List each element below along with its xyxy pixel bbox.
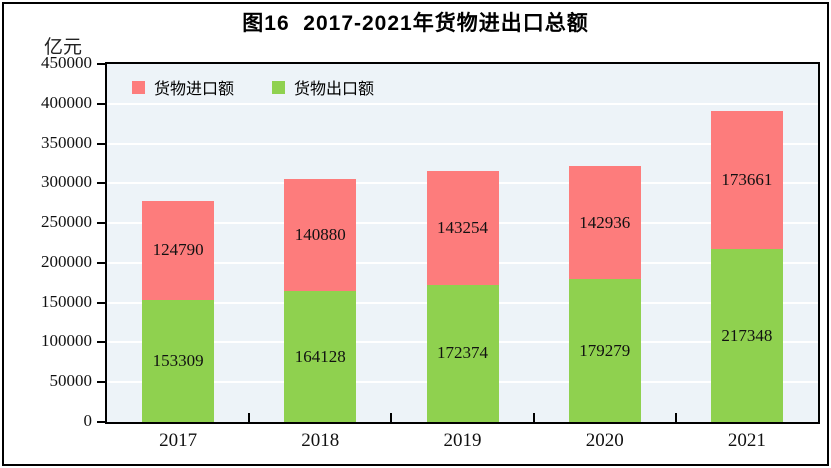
bar-value-import-2017: 124790: [152, 240, 204, 260]
bar-segment-export-2019: 172374: [426, 284, 499, 422]
y-axis-tick-label: 350000: [41, 132, 92, 152]
legend-swatch-export: [272, 80, 286, 94]
bar-value-export-2020: 179279: [579, 340, 631, 360]
y-axis-tick: [97, 142, 105, 145]
y-axis-tick-label: 200000: [41, 251, 92, 271]
y-axis-tick: [97, 421, 105, 423]
y-axis-tick: [97, 301, 105, 304]
bar-value-import-2020: 142936: [579, 212, 631, 232]
bar-value-export-2018: 164128: [294, 346, 346, 366]
x-axis-label-2018: 2018: [301, 430, 340, 451]
chart-title: 图16 2017-2021年货物进出口总额: [242, 12, 589, 35]
y-axis-tick-label: 250000: [41, 212, 92, 232]
y-axis-tick-label: 400000: [41, 92, 92, 112]
gridline: [107, 142, 818, 145]
y-axis-tick: [97, 63, 105, 65]
legend-item-import: 货物进口额: [132, 75, 234, 99]
x-axis-label-2020: 2020: [585, 430, 624, 451]
x-axis-tick: [532, 413, 535, 422]
x-axis-tick: [390, 413, 393, 422]
bar-value-export-2017: 153309: [152, 351, 204, 371]
legend: 货物进口额 货物出口额: [132, 75, 374, 99]
plot-area: 货物进口额 货物出口额 153309 124790 2017 164128 140880 2…: [105, 62, 820, 451]
bar-segment-export-2021: 217348: [710, 249, 783, 422]
bar-value-import-2018: 140880: [294, 225, 346, 245]
y-axis-tick-label: 0: [83, 411, 93, 430]
bar-segment-import-2020: 142936: [568, 165, 641, 280]
bar-value-export-2021: 217348: [721, 325, 773, 345]
x-axis-label-2019: 2019: [443, 430, 482, 451]
bar-segment-export-2020: 179279: [568, 279, 641, 422]
legend-label-export: 货物出口额: [294, 81, 375, 98]
y-axis-unit-label: 亿元: [43, 37, 82, 58]
bar-value-import-2021: 173661: [721, 170, 773, 190]
y-axis-tick: [97, 381, 105, 384]
x-axis-label-2021: 2021: [727, 430, 766, 451]
legend-item-export: 货物出口额: [272, 75, 374, 99]
bar-segment-import-2017: 124790: [142, 200, 215, 301]
bar-value-export-2019: 172374: [437, 343, 488, 363]
x-axis-label-2017: 2017: [159, 430, 198, 451]
y-axis-tick: [97, 222, 105, 225]
y-axis-tick-label: 100000: [41, 331, 92, 351]
bar-segment-export-2017: 153309: [142, 300, 215, 422]
y-axis-tick: [97, 261, 105, 264]
y-axis-tick: [97, 341, 105, 344]
y-axis-tick-label: 50000: [49, 371, 93, 391]
legend-swatch-import: [132, 80, 145, 94]
bar-segment-import-2021: 173661: [710, 110, 783, 250]
bar-value-import-2019: 143254: [437, 217, 488, 237]
bar-segment-import-2019: 143254: [426, 170, 499, 285]
y-axis-tick: [97, 182, 105, 185]
y-axis-tick-label: 300000: [41, 172, 92, 192]
x-axis-tick: [674, 413, 677, 422]
x-axis-tick: [248, 413, 251, 422]
bar-segment-import-2018: 140880: [284, 179, 357, 292]
y-axis-tick: [97, 102, 105, 105]
y-axis-tick-label: 450000: [41, 53, 92, 72]
y-axis-tick-label: 150000: [41, 291, 92, 311]
bar-segment-export-2018: 164128: [284, 291, 357, 422]
gridline: [107, 102, 818, 105]
legend-label-import: 货物进口额: [154, 81, 235, 98]
